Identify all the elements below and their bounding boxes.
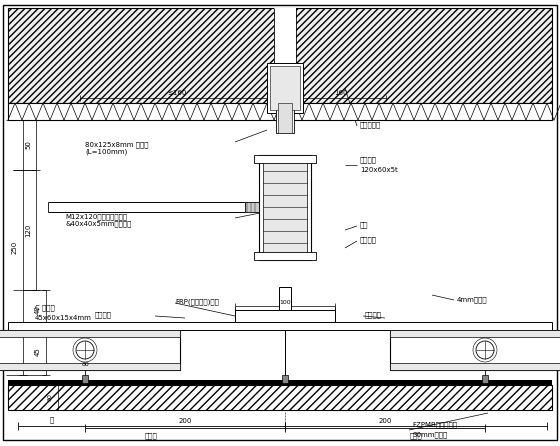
Bar (482, 375, 488, 383)
Bar (8, 103, 552, 120)
Text: FZPMB不锈钢螺丝: FZPMB不锈钢螺丝 (412, 422, 457, 428)
Bar (254, 252, 316, 260)
Text: 200: 200 (379, 418, 391, 424)
Bar (390, 330, 560, 337)
Text: 混凝土墙体: 混凝土墙体 (360, 122, 381, 128)
Text: 100: 100 (279, 300, 291, 305)
Circle shape (76, 341, 94, 359)
Text: FRP(玻璃钢质)垫层: FRP(玻璃钢质)垫层 (175, 299, 219, 306)
Bar (263, 163, 307, 252)
Text: 200: 200 (178, 418, 192, 424)
Text: 板: 板 (50, 417, 54, 423)
Bar (259, 155, 311, 260)
Text: 背栓组合: 背栓组合 (365, 312, 382, 318)
Bar (8, 385, 552, 410)
Bar (270, 66, 300, 110)
Bar (8, 8, 552, 103)
Bar (254, 155, 316, 163)
Text: 120x60x5t: 120x60x5t (360, 167, 398, 173)
Text: C 型钢扣: C 型钢扣 (35, 305, 55, 311)
Bar (267, 63, 303, 113)
Bar (282, 375, 288, 383)
Bar (8, 380, 552, 385)
Bar (276, 103, 294, 133)
Text: 30: 30 (48, 393, 53, 401)
Text: 龙骨锚板: 龙骨锚板 (360, 157, 377, 163)
Text: 30mm垫托板: 30mm垫托板 (412, 432, 447, 438)
Bar (0, 363, 180, 370)
Text: ≤160: ≤160 (167, 90, 186, 96)
Bar (278, 103, 292, 133)
Text: 垫板: 垫板 (360, 222, 368, 228)
Text: 45: 45 (35, 347, 41, 356)
Bar (82, 375, 88, 383)
Text: 制尺寸: 制尺寸 (409, 433, 422, 439)
Text: 160: 160 (334, 90, 348, 96)
Text: 4mm连接板: 4mm连接板 (457, 297, 488, 303)
Text: M12x120不锈钢化学锚栓
&40x40x5mm镀锌垫片: M12x120不锈钢化学锚栓 &40x40x5mm镀锌垫片 (65, 213, 132, 227)
Text: 橡胶垫板: 橡胶垫板 (360, 237, 377, 244)
Text: 80: 80 (81, 362, 89, 367)
Bar (279, 287, 291, 322)
Text: 制尺寸: 制尺寸 (144, 433, 157, 439)
Text: 120: 120 (25, 223, 31, 237)
Text: 250: 250 (12, 240, 18, 254)
Bar (245, 202, 259, 212)
Text: 80x125x8mm 钢锚板
(L=100mm): 80x125x8mm 钢锚板 (L=100mm) (85, 141, 148, 155)
Bar (274, 8, 296, 108)
Bar (390, 330, 560, 370)
Bar (0, 330, 180, 370)
Bar (390, 363, 560, 370)
Circle shape (476, 341, 494, 359)
Text: 50: 50 (25, 140, 31, 149)
Text: 5: 5 (48, 381, 53, 384)
Bar (0, 330, 180, 337)
Text: 45x60x15x4mm: 45x60x15x4mm (35, 315, 92, 321)
Text: 40: 40 (35, 306, 41, 314)
Text: 背栓组合: 背栓组合 (95, 312, 112, 318)
Bar (235, 310, 335, 322)
Bar (8, 322, 552, 330)
